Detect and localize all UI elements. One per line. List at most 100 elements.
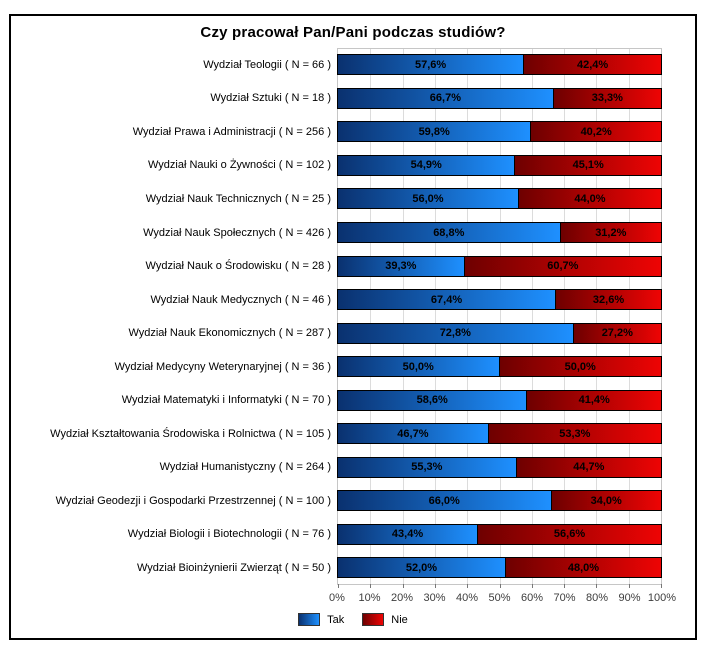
bar-value-label: 57,6% [414,58,447,71]
bar-value-label: 45,1% [572,159,604,172]
chart-row: Wydział Medycyny Weterynaryjnej ( N = 36… [11,350,695,384]
bar-value-label: 67,4% [430,293,463,306]
x-axis-label: 30% [423,592,446,604]
x-axis-label: 70% [553,592,576,604]
legend-item-nie: Nie [362,613,408,626]
legend-label-tak: Tak [327,613,345,626]
bar-segment-nie: 45,1% [515,154,662,176]
bar-segment-tak: 66,0% [337,490,552,512]
bar-track: 67,4% 32,6% [337,289,662,311]
axis-tick [596,584,598,588]
axis-tick [338,584,339,588]
bar-segment-tak: 56,0% [337,188,519,210]
bar-segment-nie: 31,2% [560,222,662,243]
legend-item-tak: Tak [298,613,344,626]
bar-value-label: 34,0% [590,494,622,507]
bar-segment-nie: 60,7% [464,255,662,277]
category-label: Wydział Bioinżynierii Zwierząt ( N = 50 … [137,561,331,574]
legend-swatch-nie [362,613,385,626]
bar-value-label: 66,7% [429,92,461,105]
category-label: Wydział Nauk Społecznych ( N = 426 ) [143,226,331,239]
chart-row: Wydział Teologii ( N = 66 ) 57,6% 42,4% [11,48,695,82]
bar-segment-tak: 68,8% [337,222,561,243]
plot-area: Wydział Teologii ( N = 66 ) 57,6% 42,4% Wyd… [11,48,695,608]
bar-value-label: 42,4% [576,58,609,71]
gridline-vertical [370,49,372,584]
gridline-vertical [434,49,436,584]
category-label: Wydział Nauk Technicznych ( N = 25 ) [145,192,331,205]
category-label: Wydział Geodezji i Gospodarki Przestrzen… [55,494,331,507]
bar-value-label: 68,8% [433,226,465,239]
gridline-vertical [564,49,566,584]
chart-row: Wydział Nauk o Środowisku ( N = 28 ) 39,3… [11,249,695,283]
bar-track: 59,8% 40,2% [337,121,662,143]
axis-tick [370,584,372,588]
chart-row: Wydział Kształtowania Środowiska i Rolni… [11,417,695,451]
chart-row: Wydział Geodezji i Gospodarki Przestrzen… [11,484,695,518]
category-label: Wydział Nauk Medycznych ( N = 46 ) [150,293,331,306]
bar-value-label: 44,0% [574,192,606,205]
bar-segment-tak: 58,6% [337,389,528,411]
bar-track: 68,8% 31,2% [337,222,662,243]
bar-value-label: 56,0% [412,192,444,205]
category-label: Wydział Prawa i Administracji ( N = 256 … [132,125,331,138]
bar-track: 55,3% 44,7% [337,456,662,478]
chart-row: Wydział Sztuki ( N = 18 ) 66,7% 33,3% [11,82,695,116]
gridline-vertical [596,49,598,584]
bar-segment-tak: 67,4% [337,289,557,311]
axis-tick [628,584,630,588]
bar-segment-tak: 57,6% [337,54,525,76]
bar-value-label: 50,0% [402,360,434,373]
chart-row: Wydział Humanistyczny ( N = 264 ) 55,3% 44… [11,451,695,485]
axis-tick [564,584,566,588]
legend-swatch-tak [298,613,321,626]
chart-rows: Wydział Teologii ( N = 66 ) 57,6% 42,4% Wyd… [11,48,695,585]
bar-value-label: 55,3% [411,461,443,474]
x-axis-label: 50% [488,592,511,604]
bar-value-label: 53,3% [559,427,591,440]
bar-segment-tak: 66,7% [337,87,554,109]
x-axis-label: 0% [329,592,345,604]
bar-segment-nie: 44,7% [516,456,662,478]
category-label: Wydział Nauk Ekonomicznych ( N = 287 ) [128,327,331,340]
legend-label-nie: Nie [391,613,408,626]
x-axis-label: 10% [358,592,381,604]
axis-tick [434,584,436,588]
category-label: Wydział Nauk o Środowisku ( N = 28 ) [145,260,331,273]
category-label: Wydział Sztuki ( N = 18 ) [210,92,331,105]
bar-segment-tak: 43,4% [337,523,479,545]
bar-value-label: 48,0% [567,561,600,574]
bar-track: 43,4% 56,6% [337,523,662,545]
bar-track: 39,3% 60,7% [337,255,662,277]
gridline-vertical [499,49,501,584]
category-label: Wydział Matematyki i Informatyki ( N = 7… [121,394,331,407]
bar-segment-tak: 55,3% [337,456,517,478]
bar-track: 58,6% 41,4% [337,389,662,411]
x-axis-label: 80% [585,592,609,604]
chart-row: Wydział Nauk Technicznych ( N = 25 ) 56,0… [11,182,695,216]
bar-segment-nie: 33,3% [553,87,662,109]
chart-row: Wydział Prawa i Administracji ( N = 256 … [11,115,695,149]
axis-tick [467,584,469,588]
bar-track: 72,8% 27,2% [337,322,662,344]
x-axis-label: 90% [618,592,641,604]
bar-value-label: 56,6% [553,528,586,541]
axis-tick [531,584,533,588]
bar-segment-tak: 46,7% [337,423,489,445]
bar-segment-nie: 56,6% [478,523,662,545]
bar-track: 57,6% 42,4% [337,54,662,76]
chart-row: Wydział Biologii i Biotechnologii ( N = … [11,518,695,552]
chart-title: Czy pracował Pan/Pani podczas studiów? [200,24,506,41]
bar-track: 66,7% 33,3% [337,87,662,109]
axis-tick [661,584,662,588]
bar-track: 54,9% 45,1% [337,154,662,176]
bar-value-label: 44,7% [573,461,605,474]
bar-segment-nie: 53,3% [488,423,662,445]
bar-value-label: 59,8% [418,125,450,138]
bar-segment-nie: 50,0% [499,356,662,378]
bar-value-label: 39,3% [385,260,417,273]
bar-value-label: 60,7% [547,260,579,273]
bar-value-label: 50,0% [564,360,596,373]
bar-value-label: 72,8% [439,327,471,340]
gridline-vertical [628,49,630,584]
